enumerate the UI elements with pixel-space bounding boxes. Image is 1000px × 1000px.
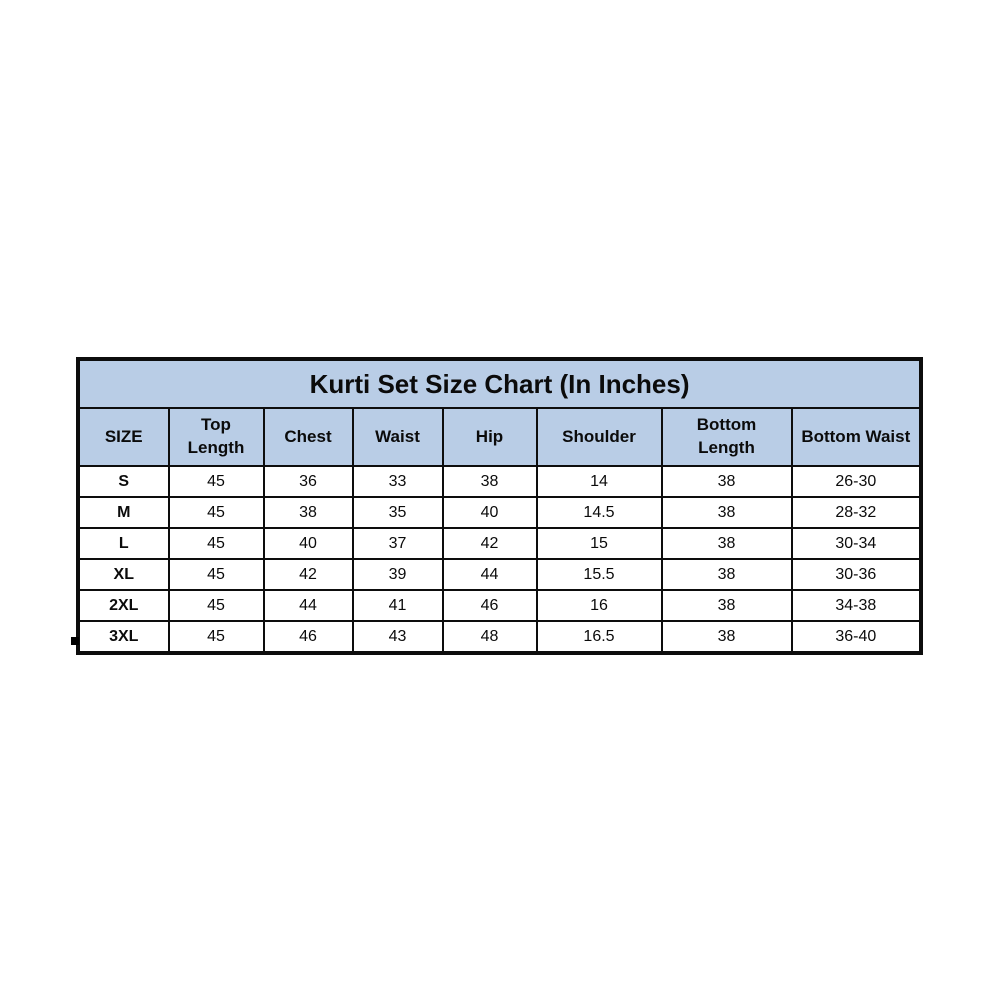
table-cell: 15.5 [535, 558, 663, 591]
table-cell: 44 [441, 558, 538, 591]
table-header-row: SIZE Top Length Chest Waist Hip Shoulder… [77, 407, 922, 467]
table-cell: 38 [660, 620, 793, 654]
column-header-chest: Chest [262, 407, 354, 467]
table-cell: 39 [351, 558, 444, 591]
size-cell: 3XL [77, 620, 170, 654]
table-cell: 42 [441, 527, 538, 560]
table-cell: 38 [441, 465, 538, 498]
table-cell: 45 [167, 620, 265, 654]
table-cell: 48 [441, 620, 538, 654]
size-cell: 2XL [77, 589, 170, 622]
table-cell: 26-30 [790, 465, 922, 498]
table-cell: 37 [351, 527, 444, 560]
table-cell: 43 [351, 620, 444, 654]
table-row-2xl: 2XL 45 44 41 46 16 38 34-38 [77, 589, 922, 622]
table-cell: 46 [441, 589, 538, 622]
corner-handle-artifact [71, 637, 79, 645]
table-cell: 16 [535, 589, 663, 622]
table-cell: 42 [262, 558, 354, 591]
size-chart-table: Kurti Set Size Chart (In Inches) SIZE To… [77, 358, 923, 654]
table-cell: 40 [441, 496, 538, 529]
column-header-hip: Hip [441, 407, 538, 467]
table-cell: 41 [351, 589, 444, 622]
table-cell: 30-34 [790, 527, 922, 560]
column-header-top-length: Top Length [167, 407, 265, 467]
table-cell: 38 [660, 496, 793, 529]
table-cell: 38 [660, 558, 793, 591]
size-cell: S [77, 465, 170, 498]
table-cell: 14.5 [535, 496, 663, 529]
table-cell: 34-38 [790, 589, 922, 622]
table-cell: 44 [262, 589, 354, 622]
table-cell: 45 [167, 558, 265, 591]
table-cell: 40 [262, 527, 354, 560]
table-cell: 45 [167, 496, 265, 529]
table-cell: 28-32 [790, 496, 922, 529]
table-title: Kurti Set Size Chart (In Inches) [77, 358, 922, 409]
table-cell: 38 [660, 589, 793, 622]
table-cell: 36-40 [790, 620, 922, 654]
column-header-shoulder: Shoulder [535, 407, 663, 467]
size-cell: XL [77, 558, 170, 591]
table-cell: 36 [262, 465, 354, 498]
column-header-size: SIZE [77, 407, 170, 467]
size-cell: M [77, 496, 170, 529]
column-header-bottom-waist: Bottom Waist [790, 407, 922, 467]
table-cell: 45 [167, 589, 265, 622]
table-cell: 45 [167, 465, 265, 498]
table-title-row: Kurti Set Size Chart (In Inches) [77, 358, 922, 409]
table-cell: 33 [351, 465, 444, 498]
table-cell: 45 [167, 527, 265, 560]
table-row-xl: XL 45 42 39 44 15.5 38 30-36 [77, 558, 922, 591]
table-cell: 16.5 [535, 620, 663, 654]
column-header-bottom-length: Bottom Length [660, 407, 793, 467]
table-cell: 15 [535, 527, 663, 560]
table-cell: 35 [351, 496, 444, 529]
table-row-m: M 45 38 35 40 14.5 38 28-32 [77, 496, 922, 529]
table-cell: 14 [535, 465, 663, 498]
table-cell: 38 [660, 527, 793, 560]
size-cell: L [77, 527, 170, 560]
table-cell: 30-36 [790, 558, 922, 591]
table-cell: 38 [262, 496, 354, 529]
table-cell: 38 [660, 465, 793, 498]
table-row-l: L 45 40 37 42 15 38 30-34 [77, 527, 922, 560]
table-cell: 46 [262, 620, 354, 654]
table-row-3xl: 3XL 45 46 43 48 16.5 38 36-40 [77, 620, 922, 654]
column-header-waist: Waist [351, 407, 444, 467]
table-row-s: S 45 36 33 38 14 38 26-30 [77, 465, 922, 498]
